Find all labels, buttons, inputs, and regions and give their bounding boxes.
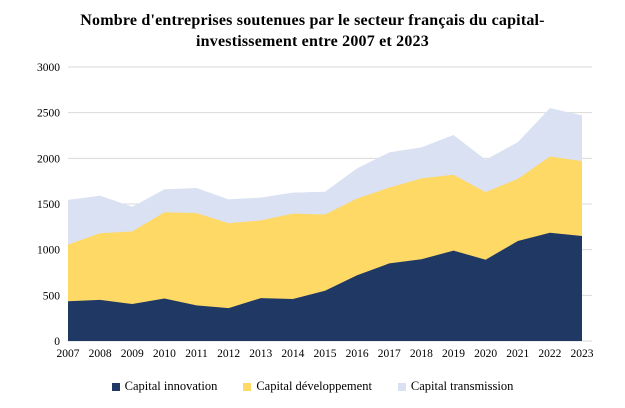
- x-tick-label-2011: 2011: [185, 348, 208, 360]
- y-tick-label-2000: 2000: [37, 153, 60, 165]
- area-series-capital-innovation: [68, 232, 582, 341]
- chart-legend: Capital innovation Capital développement…: [0, 379, 625, 394]
- chart-title: Nombre d'entreprises soutenues par le se…: [80, 12, 545, 50]
- y-tick-label-0: 0: [54, 336, 60, 348]
- capital-transmission-swatch-icon: [397, 382, 406, 391]
- legend-item-capital-innovation: Capital innovation: [111, 379, 218, 394]
- x-tick-label-2015: 2015: [314, 348, 337, 360]
- legend-label: Capital transmission: [410, 379, 514, 393]
- x-tick-label-2014: 2014: [281, 348, 304, 360]
- capital-innovation-swatch-icon: [111, 382, 120, 391]
- y-tick-label-2500: 2500: [37, 108, 60, 120]
- x-tick-label-2008: 2008: [89, 348, 112, 360]
- x-tick-label-2012: 2012: [217, 348, 240, 360]
- legend-item-capital-transmission: Capital transmission: [397, 379, 514, 394]
- y-tick-label-3000: 3000: [37, 62, 60, 74]
- legend-item-capital-developpement: Capital développement: [243, 379, 372, 394]
- y-tick-label-1500: 1500: [37, 199, 60, 211]
- x-tick-label-2016: 2016: [346, 348, 369, 360]
- x-tick-label-2023: 2023: [571, 348, 594, 360]
- x-tick-label-2010: 2010: [153, 348, 176, 360]
- legend-label: Capital innovation: [124, 379, 218, 393]
- x-tick-label-2009: 2009: [121, 348, 144, 360]
- capital-developpement-swatch-icon: [243, 382, 252, 391]
- y-tick-label-500: 500: [43, 290, 61, 302]
- x-tick-label-2017: 2017: [378, 348, 401, 360]
- x-tick-label-2021: 2021: [506, 348, 529, 360]
- plot-area: 0 500 1000 1500 2000 2500 3000 2007 2008 2009 2010…: [37, 62, 594, 360]
- y-tick-label-1000: 1000: [37, 245, 60, 257]
- x-tick-label-2007: 2007: [57, 348, 80, 360]
- x-tick-label-2019: 2019: [442, 348, 465, 360]
- x-tick-label-2020: 2020: [474, 348, 497, 360]
- x-tick-label-2013: 2013: [249, 348, 272, 360]
- x-tick-label-2022: 2022: [538, 348, 561, 360]
- legend-label: Capital développement: [256, 379, 372, 393]
- x-tick-label-2018: 2018: [410, 348, 433, 360]
